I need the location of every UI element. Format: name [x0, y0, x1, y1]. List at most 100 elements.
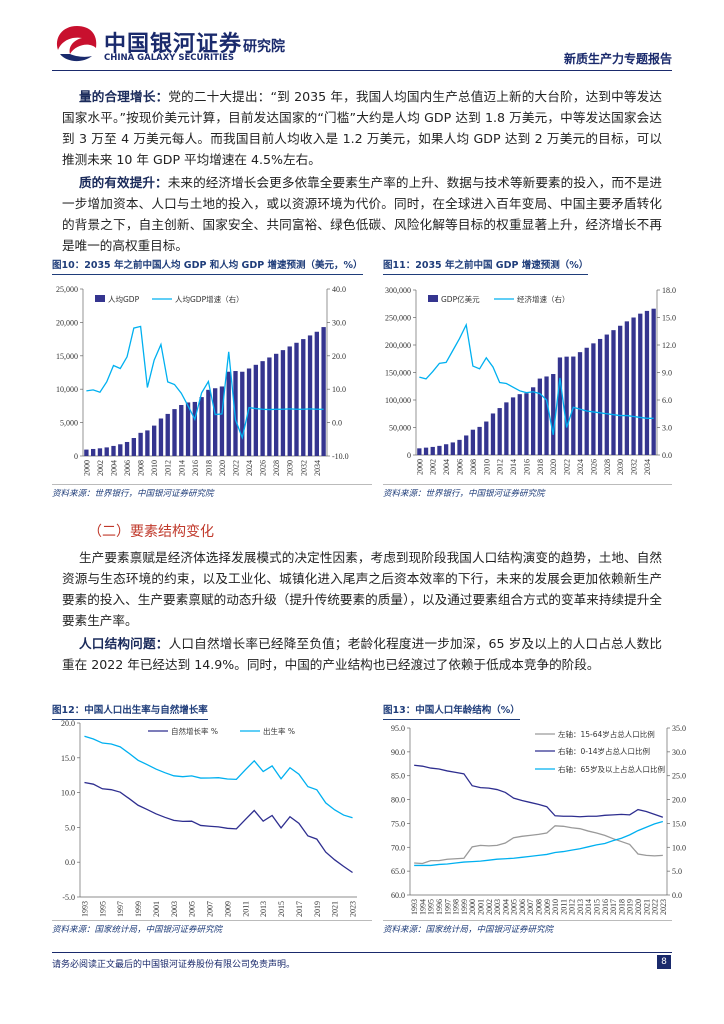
x-tick-label: 2003: [493, 899, 502, 915]
legend-swatch: [428, 295, 438, 302]
x-tick-label: 2013: [576, 899, 585, 915]
y2-tick-label: 35.0: [672, 724, 686, 733]
bar: [90, 448, 96, 456]
x-tick-label: 2001: [152, 901, 161, 917]
legend-label: GDP亿美元: [441, 294, 480, 304]
text: 未来的经济增长会更多依靠全要素生产率的上升、数据与技术等新要素的投入，而不是进一…: [62, 175, 663, 253]
x-tick-label: 2021: [642, 899, 651, 915]
x-tick-label: 2028: [272, 460, 281, 476]
y2-tick-label: 0.0: [672, 891, 682, 900]
x-tick-label: 2008: [137, 460, 146, 476]
bar: [631, 317, 636, 455]
bar: [321, 327, 326, 456]
bar: [111, 445, 116, 456]
bar: [551, 374, 556, 455]
bar: [584, 347, 589, 455]
legend-label: 右轴：0-14岁占总人口比例: [558, 746, 650, 756]
bar: [597, 338, 603, 455]
lead: 量的合理增长：: [79, 89, 169, 104]
x-tick-label: 2016: [601, 899, 610, 915]
legend-swatch: [95, 295, 105, 302]
x-tick-label: 2017: [295, 901, 304, 917]
y-tick-label: -5.0: [62, 893, 75, 902]
x-tick-label: 2003: [170, 901, 179, 917]
bar: [477, 426, 482, 455]
bar: [510, 397, 516, 455]
y2-tick-label: 30.0: [332, 318, 346, 327]
y2-tick-label: 0.0: [662, 451, 672, 460]
y-tick-label: 20.0: [61, 719, 75, 728]
bar: [577, 352, 583, 455]
x-tick-label: 2019: [626, 899, 635, 915]
y-tick-label: 15.0: [61, 754, 75, 763]
x-tick-label: 2014: [177, 460, 186, 476]
y-tick-label: 10.0: [61, 789, 75, 798]
x-tick-label: 2034: [313, 460, 322, 476]
legend-label: 人均GDP: [108, 294, 140, 304]
bar: [417, 448, 422, 455]
y-tick-label: 0: [74, 452, 78, 461]
y-tick-label: 70.0: [391, 843, 405, 852]
header-rule: [52, 70, 672, 71]
bar: [240, 371, 245, 456]
bar: [638, 313, 643, 455]
logo-english: CHINA GALAXY SECURITIES: [104, 53, 235, 63]
x-tick-label: 2000: [415, 459, 424, 475]
section-heading: （二）要素结构变化: [88, 524, 214, 540]
y-tick-label: 200,000: [385, 341, 411, 350]
x-tick-label: 1999: [460, 899, 469, 915]
x-tick-label: 2011: [559, 899, 568, 915]
bar: [301, 339, 306, 456]
bar: [484, 421, 489, 455]
x-tick-label: 2015: [277, 901, 286, 917]
line: [84, 735, 353, 819]
x-tick-label: 2016: [522, 459, 531, 475]
paragraph: 量的合理增长：党的二十大提出：“到 2035 年，我国人均国内生产总值迈上新的大…: [62, 86, 662, 170]
bar: [524, 393, 529, 455]
bar: [651, 308, 656, 455]
bar: [564, 356, 569, 455]
bar: [219, 386, 225, 456]
x-tick-label: 2002: [485, 899, 494, 915]
x-tick-label: 2016: [191, 460, 200, 476]
x-tick-label: 2008: [535, 899, 544, 915]
x-tick-label: 2012: [568, 899, 577, 915]
line: [414, 764, 664, 818]
bar: [185, 402, 191, 456]
x-tick-label: 2019: [313, 901, 322, 917]
bar: [450, 442, 455, 455]
x-tick-label: 2014: [584, 899, 593, 915]
bar: [172, 409, 177, 456]
figure-title: 图10：2035 年之前中国人均 GDP 和人均 GDP 增速预测（美元，%）: [52, 257, 363, 275]
lead: 人口结构问题：: [79, 636, 169, 651]
text: 生产要素禀赋是经济体选择发展模式的决定性因素，考虑到现阶段我国人口结构演变的趋势…: [62, 550, 662, 628]
y2-tick-label: 15.0: [662, 314, 676, 323]
x-tick-label: 2009: [223, 901, 232, 917]
bar: [192, 401, 198, 456]
y2-tick-label: 12.0: [662, 341, 676, 350]
x-tick-label: 2004: [442, 459, 451, 475]
bar: [457, 439, 462, 455]
x-tick-label: 2001: [476, 899, 485, 915]
x-tick-label: 2023: [349, 901, 358, 917]
y2-tick-label: 18.0: [662, 286, 676, 295]
bar: [591, 343, 596, 455]
bar: [571, 356, 576, 455]
y-tick-label: 0: [407, 451, 411, 460]
x-tick-label: 2005: [510, 899, 519, 915]
y-tick-label: 65.0: [391, 867, 405, 876]
x-tick-label: 1999: [134, 901, 143, 917]
x-tick-label: 2006: [123, 460, 132, 476]
figure-source: 资料来源：国家统计局，中国银河证券研究院: [383, 920, 672, 935]
y-tick-label: 60.0: [391, 891, 405, 900]
x-tick-label: 2002: [429, 459, 438, 475]
x-tick-label: 2023: [659, 899, 668, 915]
line: [419, 322, 654, 435]
bar: [611, 330, 616, 455]
y-tick-label: 150,000: [385, 369, 411, 378]
x-tick-label: 2008: [469, 459, 478, 475]
y2-tick-label: 15.0: [672, 819, 686, 828]
y-tick-label: 85.0: [391, 772, 405, 781]
y-tick-label: 0.0: [65, 858, 75, 867]
